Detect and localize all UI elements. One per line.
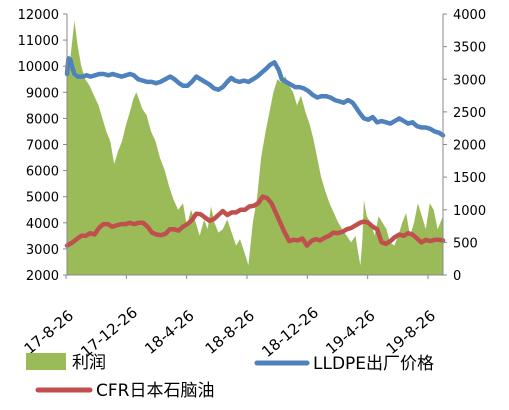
x-tick-label: 18-8-26 [202, 306, 258, 357]
right-tick-label: 3500 [453, 41, 486, 56]
profit-area-layer [67, 20, 443, 275]
price-lines-layer [64, 56, 446, 248]
series-line-lldpe-price [64, 56, 446, 138]
x-tick-label: 18-12-26 [258, 303, 322, 361]
x-tick-label: 19-8-26 [383, 306, 439, 357]
right-tick-label: 1000 [453, 204, 486, 219]
left-tick-label: 8000 [26, 112, 59, 127]
left-tick-label: 12000 [18, 8, 59, 23]
series-area-profit [67, 20, 443, 275]
right-tick-label: 2000 [453, 139, 486, 154]
x-tick-label: 17-8-26 [21, 306, 77, 357]
left-tick-label: 3000 [26, 243, 59, 258]
right-tick-label: 4000 [453, 8, 486, 23]
x-tick-label: 19-4-26 [322, 306, 378, 357]
left-tick-label: 7000 [26, 139, 59, 154]
right-tick-label: 500 [453, 236, 478, 251]
legend-label-lldpe-price: LLDPE出厂价格 [313, 354, 434, 374]
left-tick-label: 4000 [26, 217, 59, 232]
right-tick-label: 0 [453, 269, 461, 284]
legend-label-profit: 利润 [72, 353, 106, 373]
legend: 利润 LLDPE出厂价格 CFR日本石脑油 [26, 353, 434, 401]
legend-swatch-profit [26, 353, 66, 370]
legend-label-cfr-naphtha: CFR日本石脑油 [96, 381, 214, 401]
left-tick-label: 10000 [18, 60, 59, 75]
axes-layer [63, 13, 447, 279]
left-tick-label: 2000 [26, 269, 59, 284]
right-tick-label: 2500 [453, 106, 486, 121]
right-tick-label: 1500 [453, 171, 486, 186]
right-tick-label: 3000 [453, 73, 486, 88]
left-tick-label: 9000 [26, 86, 59, 101]
series-line-cfr-naphtha [64, 194, 446, 248]
left-tick-label: 5000 [26, 191, 59, 206]
left-tick-label: 11000 [18, 34, 59, 49]
x-tick-label: 18-4-26 [141, 306, 197, 357]
left-tick-label: 6000 [26, 165, 59, 180]
